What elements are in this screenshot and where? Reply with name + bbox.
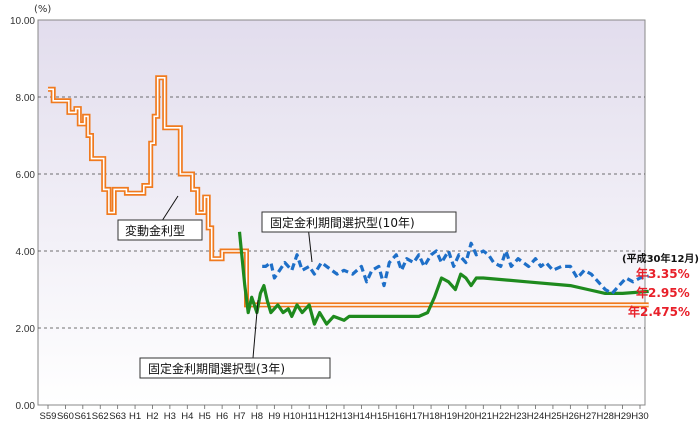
- x-tick-label: H28: [596, 411, 613, 422]
- fixed3-callout-label: 固定金利期間選択型(3年): [148, 361, 285, 376]
- x-tick-label: H30: [631, 411, 648, 422]
- fixed3-callout-leader: [252, 299, 259, 359]
- x-tick-label: H7: [233, 411, 245, 422]
- variable-callout-label: 変動金利型: [125, 223, 185, 238]
- x-tick-label: S60: [57, 411, 74, 422]
- series-lines: [48, 75, 650, 326]
- fixed3-callout-box: [139, 357, 331, 379]
- x-tick-label: H13: [335, 411, 352, 422]
- fixed10-callout-label: 固定金利期間選択型(10年): [270, 215, 415, 230]
- x-tick-label: H20: [457, 411, 474, 422]
- fixed-3y-line: [237, 231, 649, 326]
- x-tick-label: H18: [422, 411, 439, 422]
- x-tick-label: H15: [370, 411, 387, 422]
- fixed-10y-line: [262, 241, 650, 295]
- x-tick-label: H9: [268, 411, 280, 422]
- y-tick-label: 10.00: [10, 16, 35, 27]
- date-note: (平成30年12月): [622, 252, 699, 265]
- x-tick-label: S61: [74, 411, 91, 422]
- x-tick-label: H25: [544, 411, 561, 422]
- x-tick-label: H11: [301, 411, 318, 422]
- x-tick-label: S63: [109, 411, 126, 422]
- y-tick-label: 0.00: [16, 401, 36, 412]
- x-tick-label: H14: [353, 411, 370, 422]
- x-tick-label: H27: [579, 411, 596, 422]
- y-axis-unit: (%): [34, 4, 51, 15]
- variable-callout-leader: [159, 195, 179, 225]
- x-tick-label: H4: [181, 411, 193, 422]
- x-tick-label: H21: [475, 411, 492, 422]
- x-tick-label: H3: [164, 411, 176, 422]
- y-axis-ticks: 0.00 2.00 4.00 6.00 8.00 10.00: [10, 16, 35, 412]
- x-tick-label: H22: [492, 411, 509, 422]
- end-label-10y: 年3.35%: [636, 266, 690, 281]
- x-tick-label: H8: [251, 411, 263, 422]
- x-tick-label: H23: [509, 411, 526, 422]
- x-tick-label: H12: [318, 411, 335, 422]
- variable-callout-box: [117, 219, 203, 241]
- x-tick-label: H6: [216, 411, 228, 422]
- x-tick-label: S62: [92, 411, 109, 422]
- x-tick-label: H19: [440, 411, 457, 422]
- y-tick-label: 8.00: [16, 93, 36, 104]
- x-tick-label: H5: [199, 411, 211, 422]
- variable-rate-line-inner: [48, 77, 649, 306]
- x-tick-label: H2: [146, 411, 158, 422]
- y-tick-label: 2.00: [16, 324, 36, 335]
- grid-lines: [38, 96, 645, 329]
- x-tick-label: H26: [562, 411, 579, 422]
- x-tick-label: H1: [129, 411, 141, 422]
- x-tick-label: H17: [405, 411, 422, 422]
- x-tick-label: H10: [283, 411, 300, 422]
- end-label-3y: 年2.95%: [636, 285, 690, 300]
- x-tick-label: H16: [388, 411, 405, 422]
- end-label-variable: 年2.475%: [628, 304, 690, 319]
- y-tick-label: 4.00: [16, 247, 36, 258]
- y-tick-label: 6.00: [16, 170, 36, 181]
- x-tick-label: S59: [40, 411, 57, 422]
- x-axis-ticks: S59 S60 S61 S62 S63 H1 H2 H3 H4 H5 H6 H7 H8 H9 H10 H11 H…: [40, 405, 649, 422]
- x-tick-label: H29: [614, 411, 631, 422]
- fixed10-callout-box: [261, 211, 457, 233]
- x-tick-label: H24: [527, 411, 544, 422]
